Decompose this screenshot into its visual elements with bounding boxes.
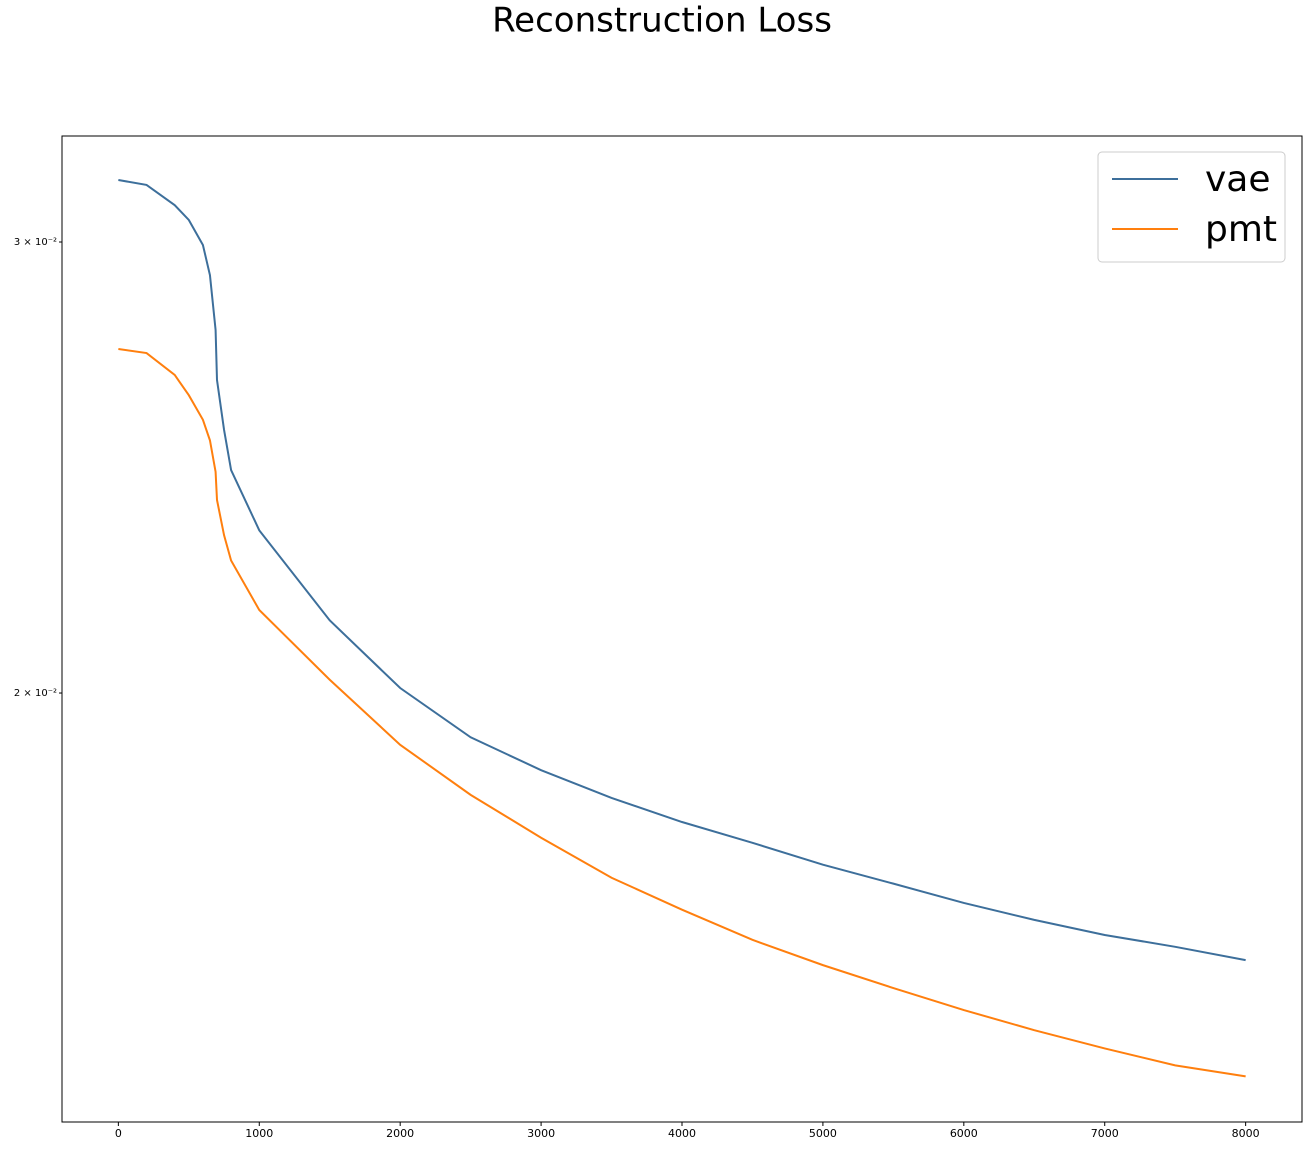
- x-tick-label: 7000: [1091, 1127, 1119, 1140]
- series-line: [118, 347, 1246, 1078]
- y-tick-label: 2 × 10⁻²: [14, 688, 57, 699]
- x-tick-label: 5000: [809, 1127, 837, 1140]
- x-tick-label: 0: [115, 1127, 122, 1140]
- x-tick-label: 2000: [386, 1127, 414, 1140]
- series-line: [118, 179, 1246, 962]
- legend-label: vae: [1205, 159, 1271, 200]
- y-tick-label: 3 × 10⁻²: [14, 237, 57, 248]
- x-tick-label: 3000: [527, 1127, 555, 1140]
- x-tick-label: 8000: [1232, 1127, 1260, 1140]
- x-tick-label: 1000: [245, 1127, 273, 1140]
- x-tick-label: 4000: [668, 1127, 696, 1140]
- x-tick-label: 6000: [950, 1127, 978, 1140]
- chart-title: Reconstruction Loss: [492, 1, 832, 41]
- legend-label: pmt: [1205, 209, 1277, 250]
